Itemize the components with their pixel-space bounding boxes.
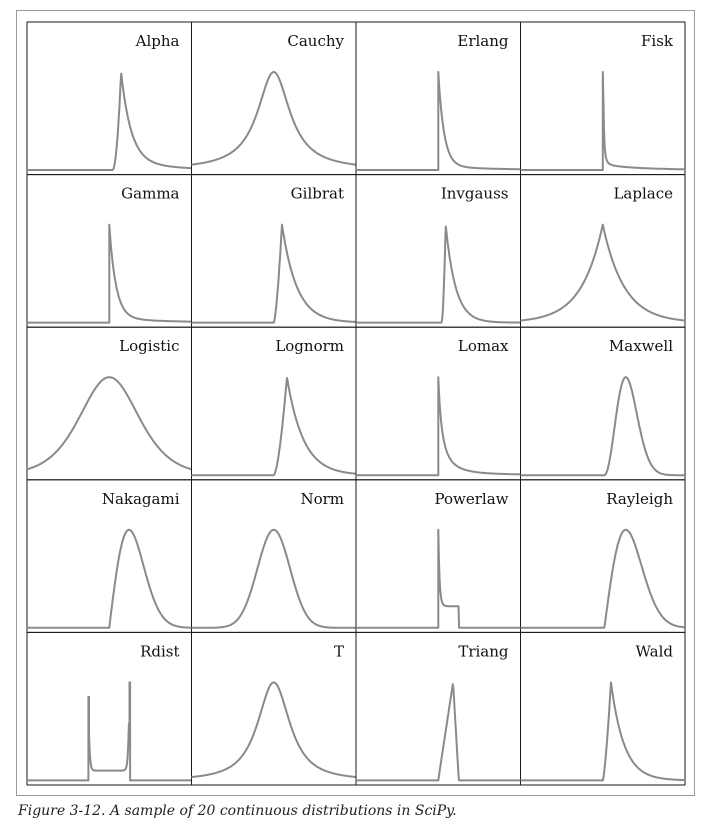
density-curve [26, 528, 192, 629]
density-curve [520, 528, 686, 629]
figure-caption: Figure 3-12. A sample of 20 continuous d… [18, 803, 457, 819]
panel-title: Laplace [613, 185, 673, 203]
density-curve [520, 71, 686, 171]
density-curve [355, 71, 521, 171]
panel-erlang: Erlang [355, 21, 521, 176]
panel-gamma: Gamma [26, 174, 192, 328]
panel-fisk: Fisk [520, 21, 686, 176]
distribution-grid: Alpha Cauchy Erlang Fisk Gamma Gilbrat Invgaus… [26, 21, 686, 786]
panel-t: T [191, 631, 357, 786]
density-curve [355, 683, 521, 782]
panel-title: Gamma [121, 185, 179, 203]
panel-title: Lomax [458, 337, 509, 355]
panel-alpha: Alpha [26, 21, 192, 176]
panel-title: Powerlaw [435, 490, 509, 508]
panel-title: Nakagami [102, 490, 180, 508]
panel-laplace: Laplace [520, 174, 686, 328]
panel-title: Erlang [457, 32, 509, 50]
panel-rayleigh: Rayleigh [520, 479, 686, 633]
panel-powerlaw: Powerlaw [355, 479, 521, 633]
panel-norm: Norm [191, 479, 357, 633]
density-curve [26, 72, 192, 171]
panel-lognorm: Lognorm [191, 326, 357, 481]
panel-lomax: Lomax [355, 326, 521, 481]
panel-frame [191, 631, 357, 786]
panel-title: Norm [300, 490, 344, 508]
panel-frame [520, 631, 686, 786]
panel-rdist: Rdist [26, 631, 192, 786]
panel-title: Alpha [135, 32, 180, 50]
panel-title: Cauchy [287, 32, 344, 50]
panel-title: Wald [636, 642, 674, 660]
density-curve [355, 376, 521, 477]
density-curve [355, 528, 521, 629]
density-curve [520, 681, 686, 782]
density-curve [191, 528, 357, 629]
density-curve [191, 71, 357, 166]
density-curve [26, 223, 192, 324]
density-curve [520, 223, 686, 322]
density-curve [520, 376, 686, 477]
panel-title: Gilbrat [291, 185, 344, 203]
panel-triang: Triang [355, 631, 521, 786]
density-curve [355, 225, 521, 324]
panel-wald: Wald [520, 631, 686, 786]
figure-frame [16, 10, 695, 796]
panel-title: Invgauss [441, 185, 509, 203]
panel-title: Triang [458, 642, 509, 660]
density-curve [191, 223, 357, 324]
panel-title: Lognorm [275, 337, 344, 355]
panel-title: Fisk [641, 32, 674, 50]
panel-title: Logistic [119, 337, 179, 355]
panel-title: T [334, 642, 344, 660]
density-curve [191, 377, 357, 477]
panel-invgauss: Invgauss [355, 174, 521, 328]
panel-title: Rayleigh [606, 490, 673, 508]
panel-cauchy: Cauchy [191, 21, 357, 176]
density-curve [191, 681, 357, 778]
panel-maxwell: Maxwell [520, 326, 686, 481]
panel-title: Maxwell [609, 337, 673, 355]
panel-nakagami: Nakagami [26, 479, 192, 633]
density-curve [26, 681, 192, 782]
panel-logistic: Logistic [26, 326, 192, 481]
density-curve [26, 376, 192, 471]
panel-gilbrat: Gilbrat [191, 174, 357, 328]
panel-title: Rdist [140, 642, 179, 660]
